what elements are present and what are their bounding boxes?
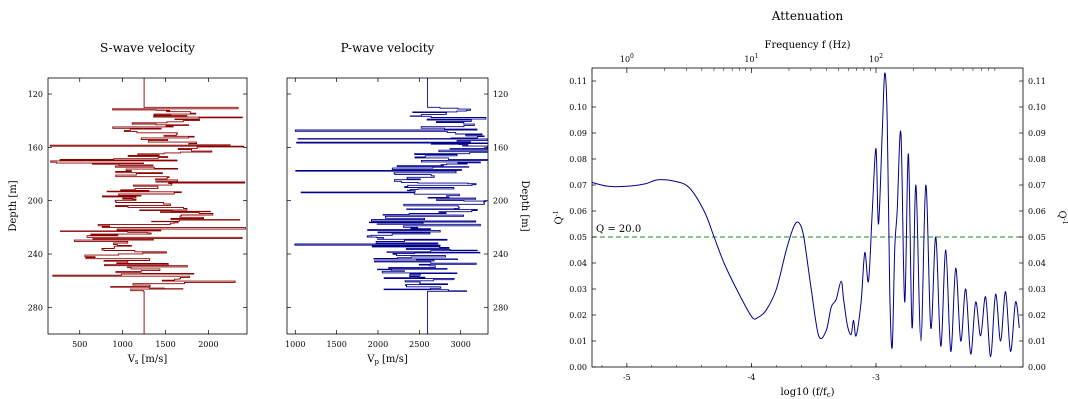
frequency-tick-exp: 0 bbox=[630, 53, 634, 60]
s-wave-log-line bbox=[49, 78, 246, 334]
s-wave-xtick-label: 500 bbox=[72, 340, 87, 349]
p-wave-plot-area: 1000 1500 2000 2500 3000 120 160 200 240 280 bbox=[285, 77, 508, 349]
p-wave-ytick-label: 280 bbox=[493, 303, 508, 312]
attenuation-title: Attenuation bbox=[771, 9, 844, 23]
attenuation-ylabel-left: Q-1 bbox=[553, 210, 565, 224]
attenuation-ytick-label: 0.06 bbox=[569, 207, 587, 216]
attenuation-ytick-label: 0.00 bbox=[569, 363, 587, 372]
attenuation-ytick-label-right: 0.05 bbox=[1028, 233, 1046, 242]
attenuation-ytick-label: 0.08 bbox=[569, 155, 587, 164]
s-wave-ylabel: Depth [m] bbox=[8, 180, 19, 231]
frequency-tick-base: 10 bbox=[620, 55, 630, 64]
p-wave-xtick-label: 2500 bbox=[409, 340, 429, 349]
p-wave-xlabel-main: V bbox=[366, 354, 375, 365]
s-wave-ytick-label: 120 bbox=[28, 90, 43, 99]
s-wave-frame bbox=[47, 77, 248, 335]
p-wave-ytick-label: 120 bbox=[493, 90, 508, 99]
attenuation-ytick-label-right: 0.07 bbox=[1028, 181, 1046, 190]
p-wave-xlabel-unit: [m/s] bbox=[382, 354, 408, 365]
p-wave-xtick-label: 1500 bbox=[326, 340, 346, 349]
p-wave-panel: P-wave velocity 1000 1500 2000 2500 30001201… bbox=[285, 41, 530, 366]
p-wave-xtick-label: 2000 bbox=[368, 340, 388, 349]
p-wave-xtick-label: 3000 bbox=[451, 340, 471, 349]
s-wave-ytick-label: 240 bbox=[28, 250, 43, 259]
frequency-tick-label: 101 bbox=[744, 53, 758, 64]
p-wave-ytick-label: 160 bbox=[493, 143, 508, 152]
attenuation-ytick-label: 0.03 bbox=[569, 285, 587, 294]
p-wave-ytick-label: 200 bbox=[493, 197, 508, 206]
attenuation-ylabel-right-main: Q bbox=[1056, 210, 1067, 218]
p-wave-xlabel-sub: p bbox=[374, 358, 379, 366]
attenuation-frame bbox=[591, 67, 1024, 368]
attenuation-xtick-label: -5 bbox=[623, 373, 631, 382]
frequency-axis-label: Frequency f (Hz) bbox=[765, 40, 851, 51]
attenuation-ytick-label: 0.05 bbox=[569, 233, 587, 242]
s-wave-xtick-label: 2000 bbox=[198, 340, 218, 349]
frequency-tick-base: 10 bbox=[744, 55, 754, 64]
attenuation-ytick-label-right: 0.10 bbox=[1028, 103, 1046, 112]
frequency-tick-label: 102 bbox=[869, 53, 883, 64]
s-wave-xlabel-unit: [m/s] bbox=[142, 354, 168, 365]
attenuation-xlabel-sub: c bbox=[827, 391, 831, 399]
attenuation-ytick-label-right: 0.06 bbox=[1028, 207, 1046, 216]
attenuation-xtick-label: -3 bbox=[872, 373, 880, 382]
attenuation-ytick-label: 0.10 bbox=[569, 103, 587, 112]
p-wave-ylabel: Depth [m] bbox=[519, 180, 530, 231]
attenuation-ytick-label-right: 0.04 bbox=[1028, 259, 1046, 268]
frequency-tick-exp: 1 bbox=[755, 53, 759, 60]
attenuation-ytick-label-right: 0.02 bbox=[1028, 311, 1046, 320]
attenuation-ytick-label: 0.01 bbox=[569, 337, 587, 346]
attenuation-ylabel-left-main: Q bbox=[554, 216, 565, 224]
attenuation-ylabel-right-sup: -1 bbox=[1061, 219, 1068, 225]
s-wave-xlabel: Vs [m/s] bbox=[127, 354, 168, 366]
p-wave-ytick-label: 240 bbox=[493, 250, 508, 259]
p-wave-title: P-wave velocity bbox=[341, 41, 435, 55]
attenuation-ytick-label: 0.04 bbox=[569, 259, 587, 268]
attenuation-xlabel-main: log10 (f/f bbox=[780, 387, 827, 398]
s-wave-ytick-label: 280 bbox=[28, 303, 43, 312]
attenuation-curve bbox=[591, 72, 1020, 358]
frequency-tick-base: 10 bbox=[869, 55, 879, 64]
p-wave-log-line bbox=[294, 78, 488, 334]
attenuation-ytick-label-right: 0.01 bbox=[1028, 337, 1046, 346]
attenuation-ytick-label: 0.07 bbox=[569, 181, 587, 190]
s-wave-xtick-label: 1000 bbox=[112, 340, 132, 349]
attenuation-ytick-label-right: 0.11 bbox=[1028, 77, 1046, 86]
attenuation-ytick-label-right: 0.08 bbox=[1028, 155, 1046, 164]
s-wave-ytick-label: 160 bbox=[28, 143, 43, 152]
attenuation-ylabel-left-sup: -1 bbox=[553, 210, 560, 216]
s-wave-title: S-wave velocity bbox=[100, 41, 195, 55]
attenuation-xlabel-close: ) bbox=[831, 387, 835, 398]
p-wave-frame bbox=[286, 77, 489, 335]
s-wave-plot-area: 500 1000 1500 2000 120 160 200 240 280 bbox=[28, 77, 248, 349]
attenuation-xtick-label: -4 bbox=[748, 373, 756, 382]
attenuation-ytick-label-right: 0.00 bbox=[1028, 363, 1046, 372]
frequency-tick-label: 100 bbox=[620, 53, 634, 64]
attenuation-ytick-label: 0.09 bbox=[569, 129, 587, 138]
p-wave-xtick-label: 1000 bbox=[285, 340, 305, 349]
frequency-tick-exp: 2 bbox=[879, 53, 883, 60]
s-wave-ytick-label: 200 bbox=[28, 197, 43, 206]
s-wave-xtick-label: 1500 bbox=[155, 340, 175, 349]
s-wave-panel: S-wave velocity 500 1000 1500 2000 120 160 200… bbox=[8, 41, 248, 366]
attenuation-ytick-label-right: 0.03 bbox=[1028, 285, 1046, 294]
p-wave-xlabel: Vp [m/s] bbox=[366, 354, 408, 366]
attenuation-ylabel-right: Q-1 bbox=[1056, 210, 1068, 224]
attenuation-ytick-label: 0.02 bbox=[569, 311, 587, 320]
s-wave-xlabel-sub: s bbox=[135, 358, 139, 366]
attenuation-xlabel: log10 (f/fc) bbox=[780, 387, 834, 399]
attenuation-ytick-label: 0.11 bbox=[569, 77, 587, 86]
q-reference-label: Q = 20.0 bbox=[596, 224, 641, 235]
s-wave-xlabel-main: V bbox=[127, 354, 136, 365]
attenuation-ytick-label-right: 0.09 bbox=[1028, 129, 1046, 138]
